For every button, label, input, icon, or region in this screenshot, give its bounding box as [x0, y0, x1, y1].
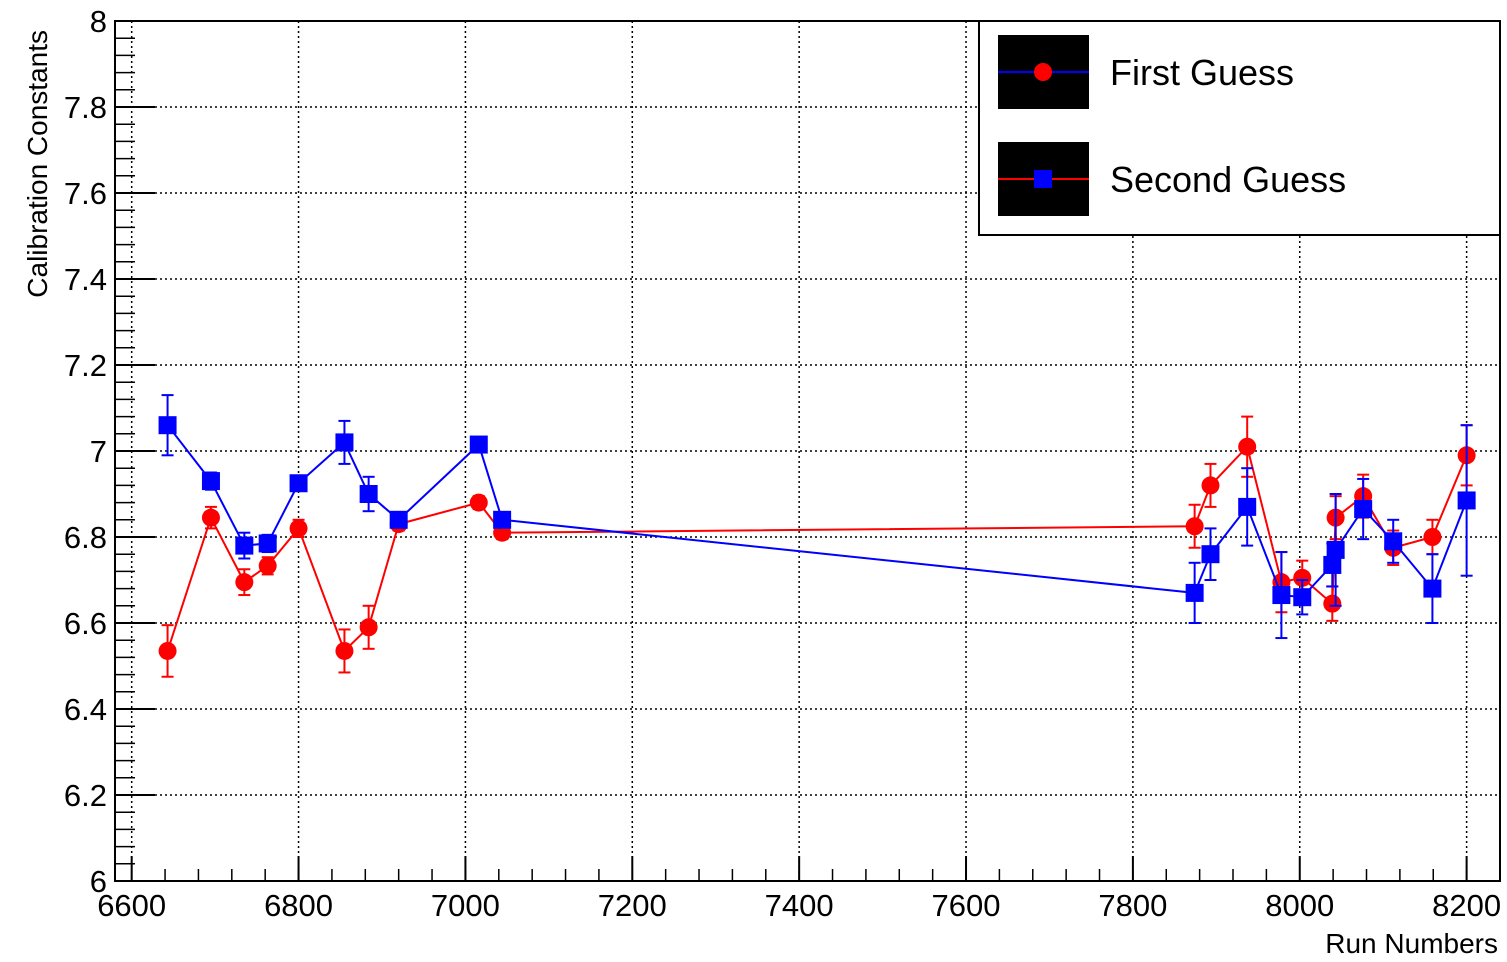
- legend-marker: [1034, 170, 1052, 188]
- data-point: [1423, 528, 1442, 546]
- data-point: [1326, 540, 1345, 559]
- data-point: [389, 510, 408, 529]
- data-point: [1423, 579, 1442, 598]
- axis-ticks: [115, 20, 1501, 882]
- data-point: [469, 435, 488, 454]
- y-tick-label: 6.2: [64, 778, 107, 813]
- data-point: [1384, 532, 1403, 551]
- data-point: [158, 641, 177, 660]
- data-point: [1185, 583, 1204, 602]
- data-point: [258, 534, 277, 553]
- legend-label: First Guess: [1110, 52, 1294, 93]
- legend-label: Second Guess: [1110, 159, 1346, 200]
- data-point: [158, 416, 177, 435]
- data-point: [1185, 517, 1204, 536]
- y-tick-label: 7: [90, 434, 107, 469]
- data-point: [258, 556, 277, 575]
- y-tick-label: 8: [90, 4, 107, 39]
- legend-entry: First Guess: [998, 35, 1294, 109]
- legend-entry: Second Guess: [998, 142, 1346, 216]
- data-point: [289, 519, 308, 538]
- data-point: [235, 536, 254, 555]
- data-point: [1323, 555, 1342, 574]
- data-point: [1201, 545, 1220, 564]
- data-point: [1457, 491, 1476, 510]
- y-tick-label: 7.6: [64, 176, 107, 211]
- series-line: [166, 444, 1468, 653]
- x-tick-label: 8000: [1265, 888, 1334, 923]
- x-tick-label: 7000: [431, 888, 500, 923]
- data-point: [1272, 586, 1291, 605]
- x-tick-labels: 6600 6800 7000 7200 7400 7600 7800 8000 8200: [97, 888, 1501, 923]
- data-point: [469, 493, 488, 512]
- data-point: [1354, 500, 1373, 519]
- legend-entries: First Guess Second Guess: [998, 35, 1346, 216]
- x-tick-label: 7600: [932, 888, 1001, 923]
- data-point: [1293, 588, 1312, 607]
- x-tick-label: 8200: [1432, 888, 1501, 923]
- data-point: [1293, 568, 1312, 587]
- data-point: [359, 485, 378, 503]
- y-tick-label: 7.2: [64, 348, 107, 383]
- x-tick-label: 7200: [598, 888, 667, 923]
- y-tick-label: 6.8: [64, 520, 107, 555]
- y-axis-title: Calibration Constants: [22, 30, 53, 298]
- x-tick-label: 6600: [97, 888, 166, 923]
- data-point: [359, 618, 378, 637]
- y-tick-label: 6: [90, 864, 107, 899]
- x-axis-title: Run Numbers: [1325, 928, 1498, 959]
- legend-marker: [1034, 63, 1052, 81]
- data-point: [1323, 594, 1342, 613]
- data-point: [1201, 476, 1220, 495]
- y-tick-label: 6.6: [64, 606, 107, 641]
- data-point: [289, 474, 308, 493]
- data-point: [1238, 497, 1257, 516]
- x-tick-label: 7400: [765, 888, 834, 923]
- y-tick-label: 6.4: [64, 692, 107, 727]
- x-tick-label: 6800: [264, 888, 333, 923]
- legend: First Guess Second Guess: [978, 20, 1501, 236]
- data-point: [1238, 437, 1257, 456]
- data-point: [201, 508, 220, 527]
- data-point: [201, 472, 220, 491]
- data-point: [335, 433, 354, 452]
- data-point: [235, 573, 254, 592]
- data-point: [335, 641, 354, 660]
- x-tick-label: 7800: [1098, 888, 1167, 923]
- y-tick-label: 7.8: [64, 90, 107, 125]
- y-tick-label: 7.4: [64, 262, 107, 297]
- y-tick-labels: 6 6.2 6.4 6.6 6.8 7 7.2 7.4 7.6 7.8 8: [64, 4, 107, 899]
- data-point: [493, 510, 512, 529]
- series-second-guess: [158, 394, 1476, 640]
- data-series: [158, 394, 1476, 678]
